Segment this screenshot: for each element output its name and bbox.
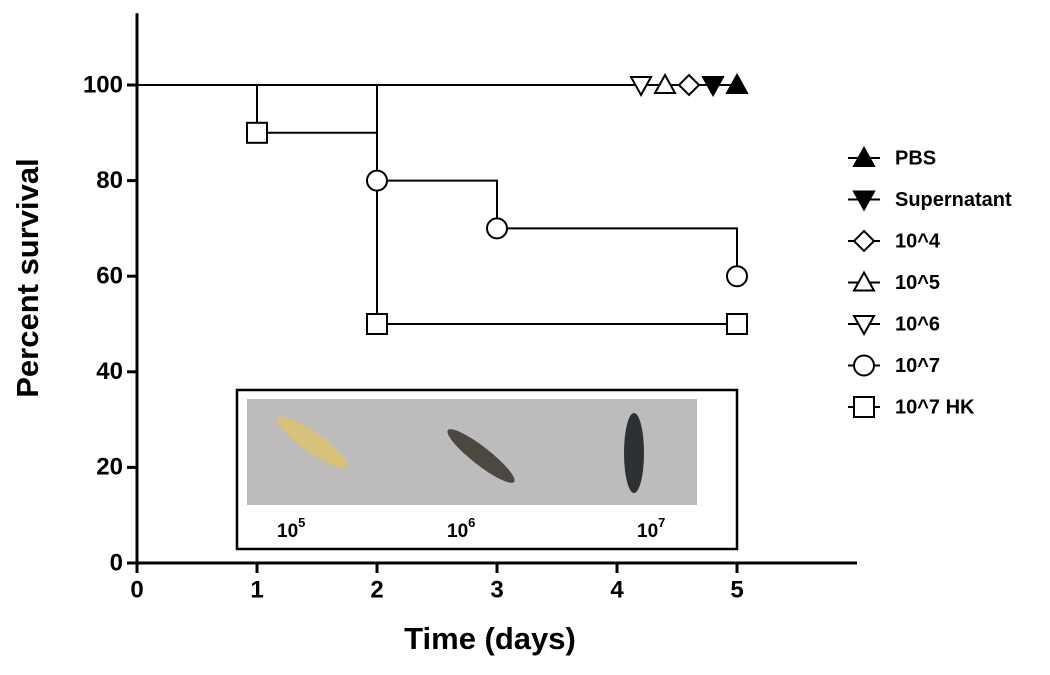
inset-label-base: 10	[277, 521, 298, 542]
x-tick-label: 1	[250, 576, 263, 603]
x-tick-label: 5	[730, 576, 743, 603]
censor-marker	[366, 169, 388, 192]
y-tick-label: 20	[96, 454, 123, 481]
y-tick-label: 80	[96, 167, 123, 194]
legend-marker	[852, 229, 876, 253]
larva-light	[277, 416, 347, 468]
legend-label: 10^4	[895, 230, 941, 252]
survival-line	[137, 84, 737, 325]
inset-label-exponent: 7	[658, 515, 665, 530]
inset-label: 107	[637, 515, 665, 542]
legend-marker	[853, 396, 875, 418]
y-axis-title: Percent survival	[10, 158, 45, 398]
legend-label: 10^7 HK	[895, 396, 975, 418]
legend-marker	[852, 315, 876, 337]
legend-label: 10^7	[895, 355, 940, 377]
censor-marker	[726, 313, 748, 335]
x-tick-label: 3	[490, 576, 503, 603]
censor-marker	[246, 121, 268, 144]
inset-label-exponent: 5	[298, 515, 305, 530]
legend-marker	[852, 270, 876, 292]
legend-label: Supernatant	[895, 189, 1012, 211]
inset-label-base: 10	[447, 521, 468, 542]
survival-line	[137, 84, 738, 277]
y-tick-label: 40	[96, 358, 123, 385]
x-tick-label: 4	[610, 576, 624, 603]
censor-marker	[653, 72, 677, 94]
x-tick-label: 2	[370, 576, 383, 603]
censor-marker	[486, 217, 508, 240]
larva-dark	[624, 413, 644, 493]
censor-marker	[726, 265, 748, 288]
legend-label: 10^5	[895, 272, 940, 294]
legend-marker	[852, 145, 876, 167]
legend-label: 10^6	[895, 313, 940, 335]
larva-medium	[447, 429, 515, 483]
legend-marker	[852, 190, 876, 212]
censor-marker	[366, 313, 388, 335]
x-axis-title: Time (days)	[404, 621, 576, 656]
censor-marker	[725, 72, 749, 94]
x-tick-label: 0	[130, 576, 143, 603]
inset	[235, 388, 739, 551]
censor-marker	[629, 76, 653, 98]
y-tick-label: 60	[96, 263, 123, 290]
y-tick-label: 100	[83, 71, 123, 98]
inset-label-base: 10	[637, 521, 658, 542]
censor-marker	[677, 73, 701, 97]
inset-label: 105	[277, 515, 305, 542]
y-tick-label: 0	[110, 549, 123, 576]
legend-label: PBS	[895, 147, 936, 169]
inset-label: 106	[447, 515, 475, 542]
legend-marker	[853, 354, 875, 377]
censor-marker	[701, 76, 725, 98]
inset-label-exponent: 6	[468, 515, 475, 530]
